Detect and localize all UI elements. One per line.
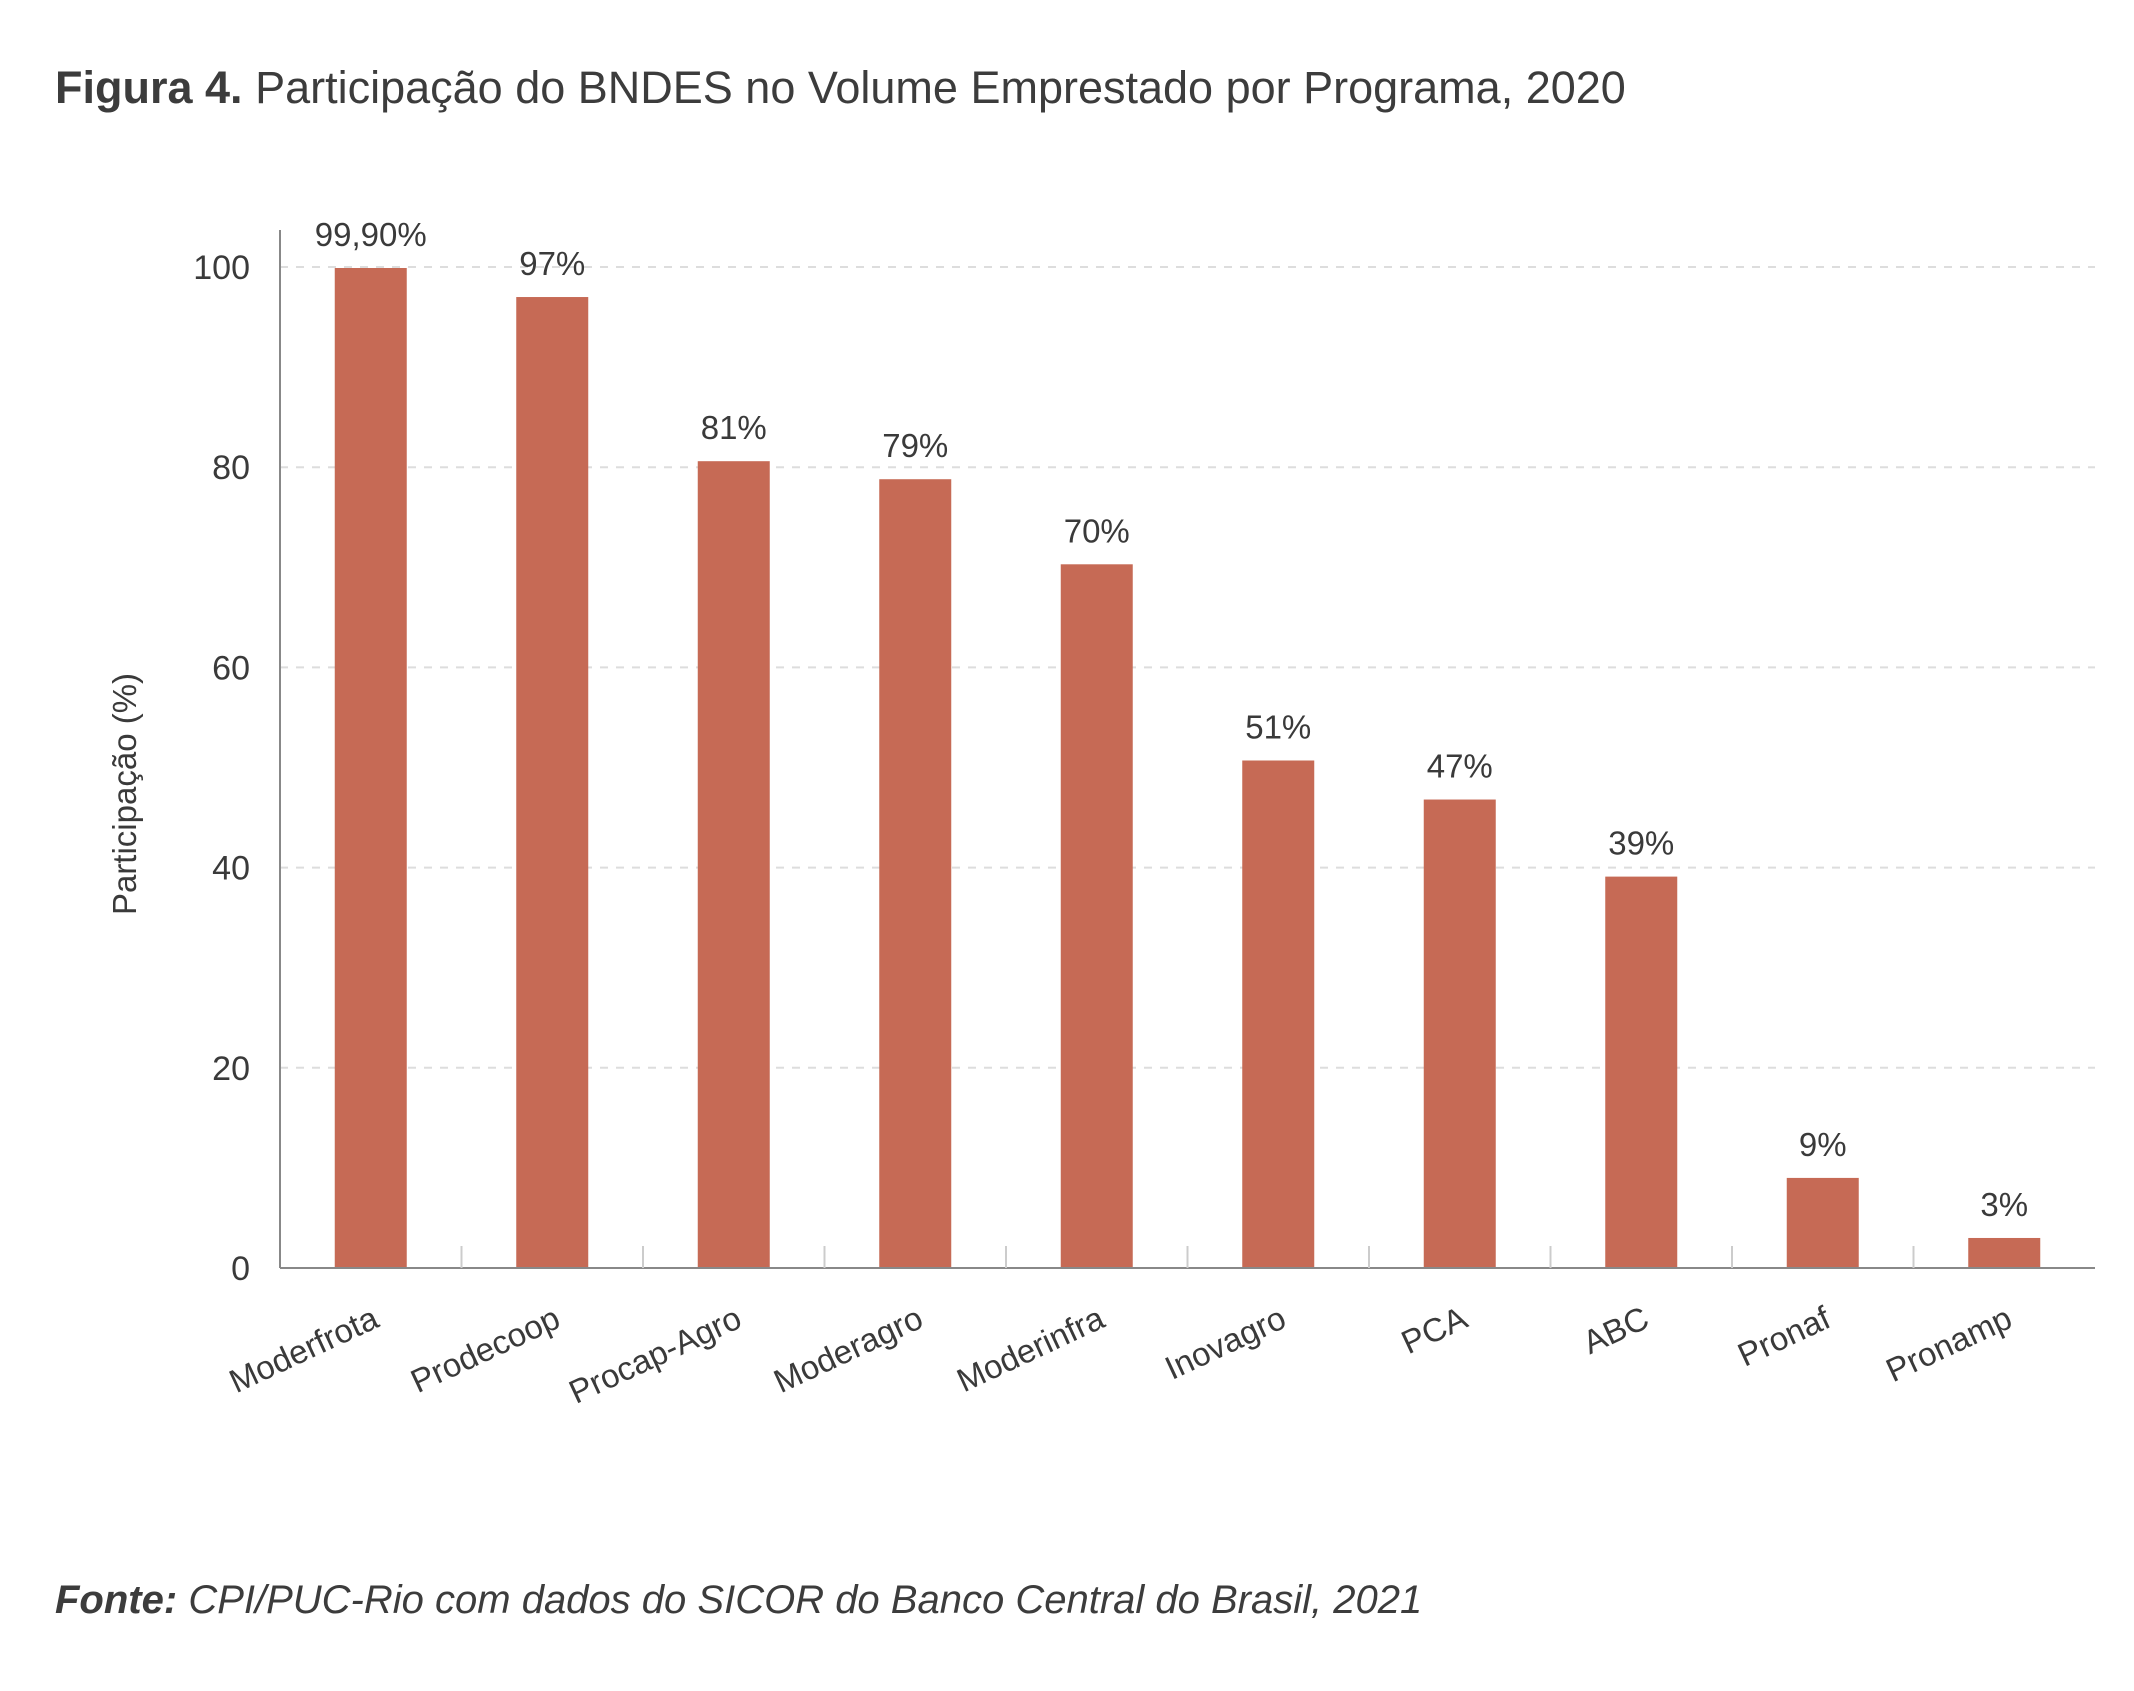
y-tick-label: 60 — [212, 649, 250, 687]
y-tick-label: 100 — [193, 249, 250, 287]
source-label: Fonte: — [55, 1578, 178, 1622]
category-label: ABC — [1577, 1299, 1654, 1361]
bar — [1060, 564, 1133, 1268]
figure-title-text: Participação do BNDES no Volume Empresta… — [255, 62, 1626, 113]
category-label: PCA — [1396, 1299, 1473, 1361]
category-label: Pronaf — [1732, 1298, 1837, 1373]
axes — [279, 230, 2095, 1269]
data-label: 79% — [882, 427, 948, 464]
source-text: CPI/PUC-Rio com dados do SICOR do Banco … — [188, 1578, 1423, 1622]
bar — [334, 268, 407, 1269]
y-tick-label: 40 — [212, 850, 250, 888]
bar — [1605, 876, 1678, 1268]
source-note: Fonte: CPI/PUC-Rio com dados do SICOR do… — [55, 1578, 1422, 1623]
y-tick-label: 20 — [212, 1050, 250, 1088]
category-label: Moderagro — [768, 1299, 928, 1400]
y-tick-label: 80 — [212, 449, 250, 487]
bar — [697, 461, 770, 1269]
data-label: 99,90% — [315, 216, 427, 253]
y-tick-label: 0 — [231, 1250, 250, 1288]
category-label: Inovagro — [1159, 1299, 1291, 1387]
data-label: 9% — [1799, 1126, 1847, 1163]
category-label: Prodecoop — [405, 1299, 565, 1400]
data-label: 81% — [701, 409, 767, 446]
category-label: Pronamp — [1880, 1299, 2017, 1389]
figure-title: Figura 4. Participação do BNDES no Volum… — [55, 62, 1626, 114]
bar — [879, 479, 952, 1268]
data-label: 97% — [519, 245, 585, 282]
bar — [516, 297, 589, 1268]
category-label: Moderinfra — [951, 1299, 1110, 1399]
bar — [1786, 1177, 1859, 1268]
category-label: Moderfrota — [223, 1299, 384, 1400]
bar — [1242, 760, 1315, 1268]
bar — [1968, 1237, 2041, 1268]
category-label: Procap-Agro — [563, 1299, 747, 1411]
data-label: 70% — [1064, 512, 1130, 549]
data-label: 51% — [1245, 708, 1311, 745]
data-label: 47% — [1427, 748, 1493, 785]
figure-label: Figura 4. — [55, 62, 243, 113]
data-label: 39% — [1608, 825, 1674, 862]
bar — [1423, 799, 1496, 1268]
data-label: 3% — [1980, 1186, 2028, 1223]
bars — [334, 268, 2041, 1269]
y-axis-title: Participação (%) — [106, 673, 143, 915]
